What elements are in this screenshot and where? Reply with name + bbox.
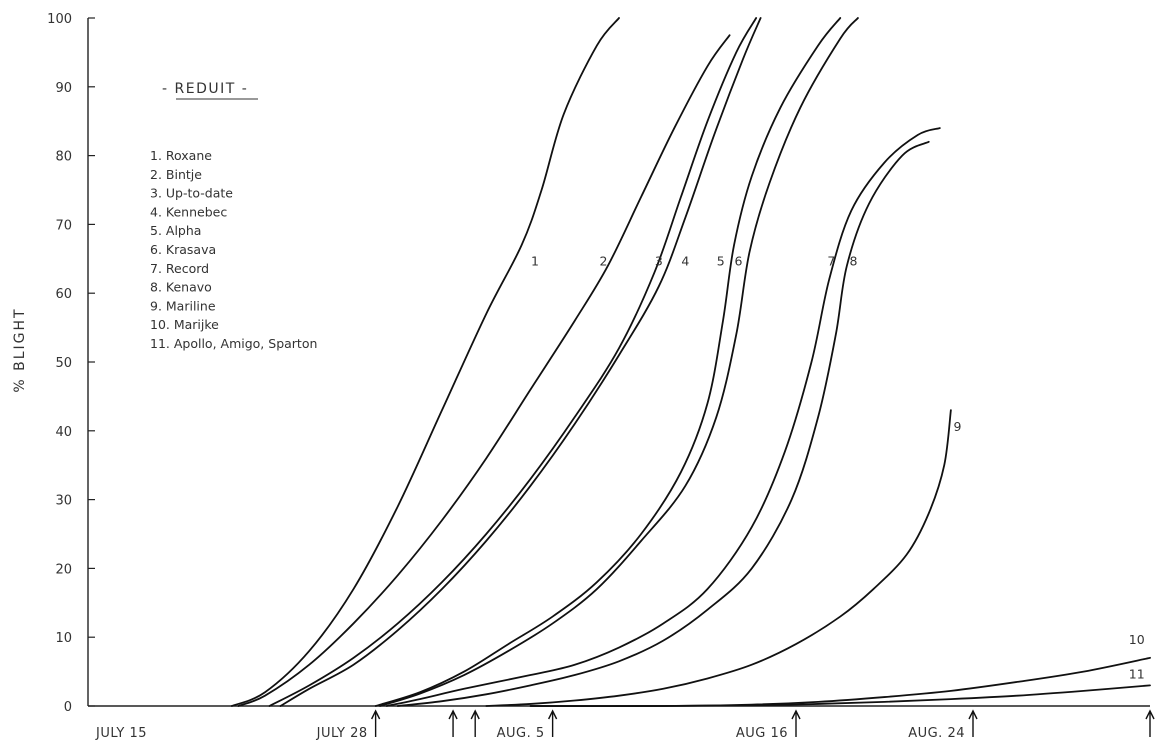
spray-arrow — [470, 709, 480, 737]
axes — [87, 18, 1150, 707]
legend-item: 3. Up-to-date — [150, 186, 233, 201]
y-tick-label: 70 — [55, 218, 72, 233]
y-tick-label: 0 — [64, 700, 72, 715]
spray-arrows — [370, 709, 1155, 737]
legend-item: 1. Roxane — [150, 148, 212, 163]
legend-item: 10. Marijke — [150, 317, 219, 332]
spray-arrow — [448, 709, 458, 737]
series-curves — [230, 17, 1151, 708]
legend-item: 9. Mariline — [150, 298, 216, 313]
series-line-1 — [230, 17, 620, 707]
legend: - REDUIT - 1. Roxane 2. Bintje 3. Up-to-da… — [150, 81, 317, 351]
series-line-10 — [529, 656, 1151, 708]
series-line-8 — [396, 140, 930, 707]
y-tick-label: 80 — [55, 150, 72, 165]
series-label-7: 7 — [827, 254, 835, 269]
series-label-6: 6 — [734, 254, 742, 269]
series-line-11 — [529, 684, 1151, 707]
y-tick-label: 20 — [55, 562, 72, 577]
series-label-4: 4 — [681, 254, 689, 269]
x-tick-label: AUG. 24 — [908, 726, 965, 741]
x-tick-label: JULY 28 — [316, 726, 368, 741]
y-ticks: 0 10 20 30 40 50 60 70 80 90 100 — [47, 12, 95, 715]
series-line-6 — [379, 17, 859, 707]
y-axis-label: % BLIGHT — [12, 307, 28, 392]
y-tick-label: 100 — [47, 12, 72, 27]
series-label-3: 3 — [655, 254, 663, 269]
series-label-8: 8 — [850, 254, 858, 269]
spray-arrow — [547, 709, 558, 737]
legend-item: 4. Kennebec — [150, 204, 227, 219]
x-tick-label: AUG. 5 — [497, 726, 545, 741]
series-label-2: 2 — [600, 254, 608, 269]
spray-arrow — [370, 709, 381, 737]
legend-item: 6. Krasava — [150, 242, 216, 257]
legend-item: 2. Bintje — [150, 167, 202, 182]
y-tick-label: 10 — [55, 631, 72, 646]
y-tick-label: 90 — [55, 81, 72, 96]
series-line-9 — [485, 409, 952, 707]
series-line-2 — [237, 34, 731, 707]
y-tick-label: 50 — [55, 356, 72, 371]
series-line-5 — [374, 17, 842, 707]
series-label-11: 11 — [1129, 666, 1145, 681]
spray-arrow — [791, 709, 801, 737]
series-label-1: 1 — [531, 254, 539, 269]
series-line-7 — [385, 127, 941, 707]
y-tick-label: 30 — [55, 494, 72, 509]
spray-arrow — [968, 709, 978, 737]
x-tick-label: AUG 16 — [736, 726, 788, 741]
spray-arrow — [1145, 709, 1155, 737]
series-label-10: 10 — [1129, 632, 1145, 647]
y-tick-label: 40 — [55, 425, 72, 440]
x-ticks: JULY 15 JULY 28 AUG. 5 AUG 16 AUG. 24 — [95, 726, 965, 741]
series-label-5: 5 — [717, 254, 725, 269]
legend-title: - REDUIT - — [162, 81, 248, 97]
y-tick-label: 60 — [55, 287, 72, 302]
legend-item: 11. Apollo, Amigo, Sparton — [150, 336, 317, 351]
legend-item: 7. Record — [150, 261, 209, 276]
series-line-4 — [279, 17, 762, 707]
legend-item: 8. Kenavo — [150, 280, 212, 295]
x-tick-label: JULY 15 — [95, 726, 147, 741]
legend-item: 5. Alpha — [150, 223, 201, 238]
series-line-3 — [268, 17, 758, 707]
series-label-9: 9 — [954, 419, 962, 434]
